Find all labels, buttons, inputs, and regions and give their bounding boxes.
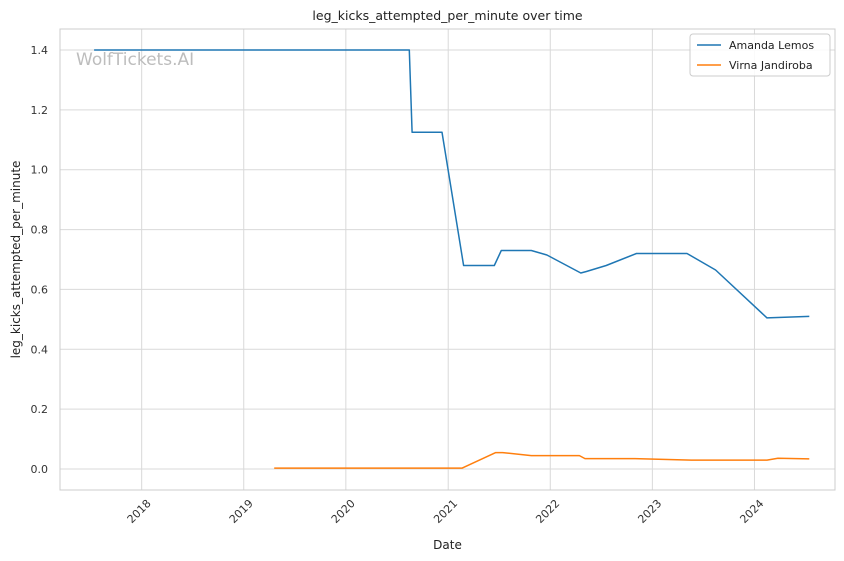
chart-title: leg_kicks_attempted_per_minute over time — [312, 8, 582, 23]
y-tick-label: 1.0 — [31, 164, 49, 177]
y-tick-label: 1.4 — [31, 44, 49, 57]
plot-border — [59, 28, 836, 491]
x-tick-label: 2021 — [431, 497, 460, 526]
y-tick-label: 0.2 — [31, 403, 49, 416]
series-layer — [94, 49, 810, 469]
x-tick-label: 2018 — [125, 497, 154, 526]
plot-area — [60, 29, 835, 490]
x-tick-label: 2019 — [227, 497, 256, 526]
y-tick-label: 1.2 — [31, 104, 49, 117]
legend: Amanda Lemos Virna Jandiroba — [689, 33, 831, 77]
watermark: WolfTickets.AI — [76, 50, 194, 70]
y-tick-label: 0.8 — [31, 224, 49, 237]
x-tick-label: 2024 — [737, 497, 766, 526]
y-tick-label: 0.0 — [31, 463, 49, 476]
x-tick-label: 2022 — [533, 497, 562, 526]
legend-box — [689, 33, 831, 77]
legend-label-1: Amanda Lemos — [729, 39, 814, 52]
x-tick-label: 2023 — [635, 497, 664, 526]
y-tick-label: 0.6 — [31, 283, 49, 296]
x-tick-label: 2020 — [329, 497, 358, 526]
y-axis-label: leg_kicks_attempted_per_minute — [9, 161, 23, 359]
legend-label-2: Virna Jandiroba — [729, 59, 813, 72]
x-tick-labels: 2018 2019 2020 2021 2022 2023 2024 — [125, 497, 767, 526]
series-line-1 — [94, 49, 810, 319]
y-tick-labels: 0.0 0.2 0.4 0.6 0.8 1.0 1.2 1.4 — [31, 44, 49, 476]
y-tick-label: 0.4 — [31, 343, 49, 356]
x-axis-label: Date — [433, 538, 462, 552]
series-line-2 — [274, 451, 810, 469]
